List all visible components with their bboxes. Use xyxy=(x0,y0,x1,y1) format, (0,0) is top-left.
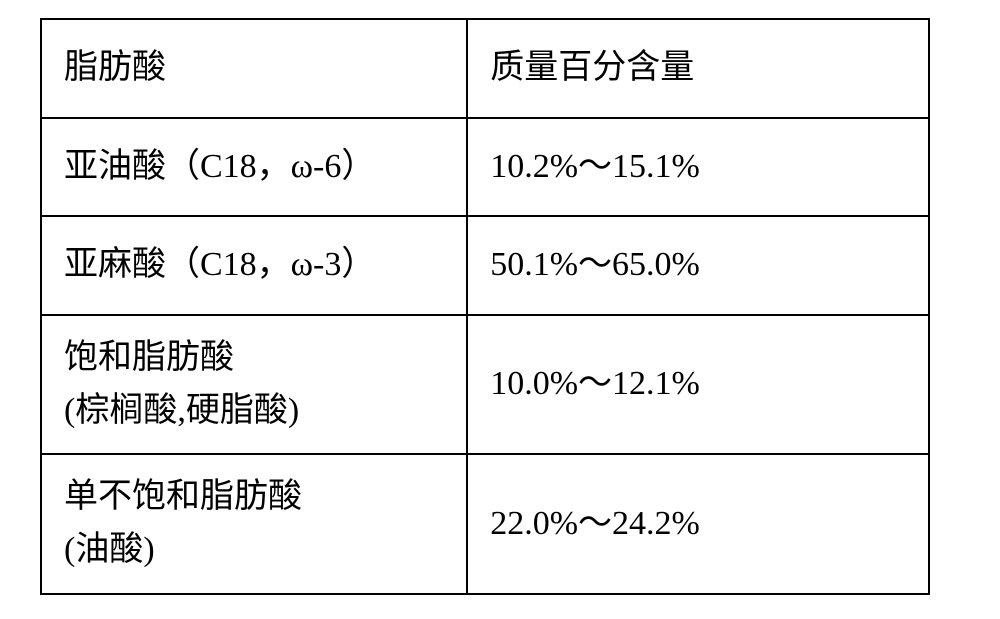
header-mass-pct: 质量百分含量 xyxy=(467,19,929,118)
fatty-acid-table: 脂肪酸 质量百分含量 亚油酸（C18，ω-6） 10.2%～15.1% 亚麻酸（… xyxy=(40,18,930,595)
cell-mass-pct: 22.0%～24.2% xyxy=(467,454,929,593)
table-row: 饱和脂肪酸 (棕榈酸,硬脂酸) 10.0%～12.1% xyxy=(41,315,929,454)
table-row: 单不饱和脂肪酸 (油酸) 22.0%～24.2% xyxy=(41,454,929,593)
cell-mass-pct: 10.0%～12.1% xyxy=(467,315,929,454)
header-fatty-acid: 脂肪酸 xyxy=(41,19,467,118)
page: 脂肪酸 质量百分含量 亚油酸（C18，ω-6） 10.2%～15.1% 亚麻酸（… xyxy=(0,0,1000,619)
table-row: 亚油酸（C18，ω-6） 10.2%～15.1% xyxy=(41,118,929,217)
table-header-row: 脂肪酸 质量百分含量 xyxy=(41,19,929,118)
cell-fatty-acid: 饱和脂肪酸 (棕榈酸,硬脂酸) xyxy=(41,315,467,454)
cell-fatty-acid: 单不饱和脂肪酸 (油酸) xyxy=(41,454,467,593)
cell-fatty-acid: 亚麻酸（C18，ω-3） xyxy=(41,216,467,315)
cell-mass-pct: 10.2%～15.1% xyxy=(467,118,929,217)
cell-mass-pct: 50.1%～65.0% xyxy=(467,216,929,315)
table-row: 亚麻酸（C18，ω-3） 50.1%～65.0% xyxy=(41,216,929,315)
cell-fatty-acid: 亚油酸（C18，ω-6） xyxy=(41,118,467,217)
